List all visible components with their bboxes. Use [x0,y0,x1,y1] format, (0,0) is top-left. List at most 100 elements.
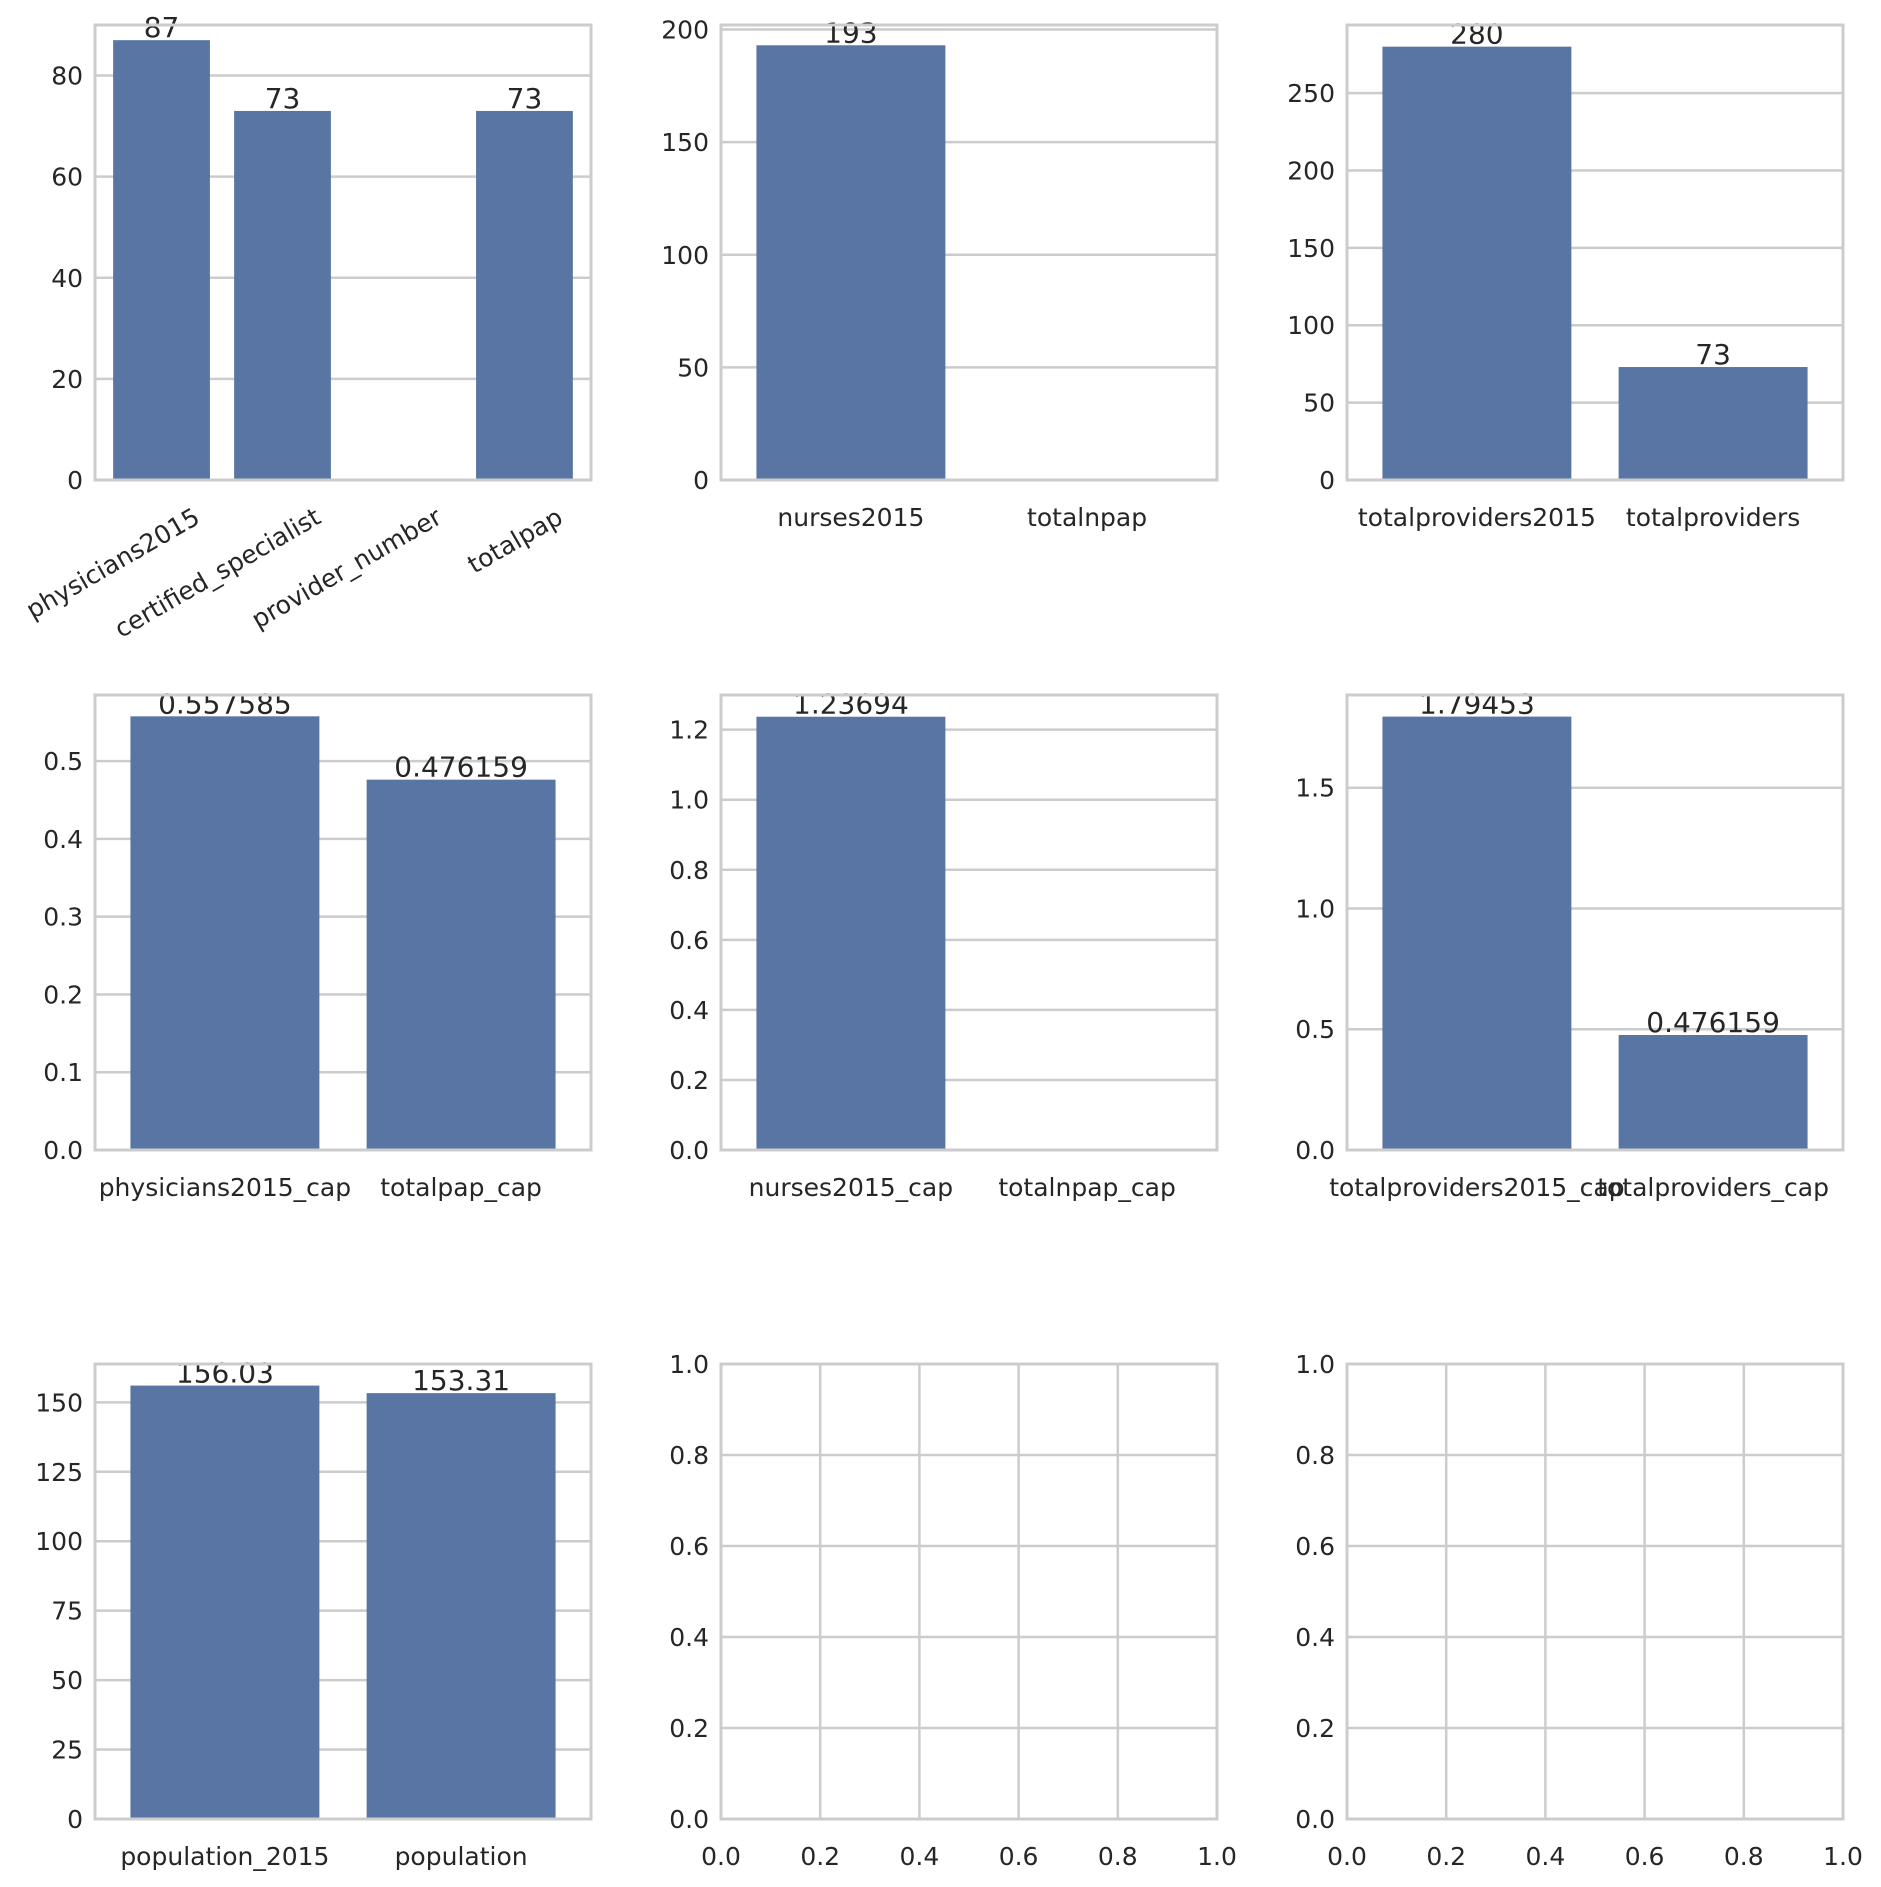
y-tick-label: 1.0 [1295,894,1335,923]
axes-frame [719,23,1219,482]
y-tick-label: 1.5 [1295,774,1335,803]
y-tick-label: 100 [1287,311,1335,340]
axes-frame [93,23,593,482]
axes-frame [1345,693,1845,1152]
x-tick-label: 0.6 [999,1842,1039,1871]
axes-frame [719,1362,1219,1821]
subplot-2: 0 50 100 150 200 193 nurses2015 totalnpap [661,16,1219,532]
y-tick-label: 250 [1287,79,1335,108]
x-tick-label: 0.4 [900,1842,940,1871]
y-tick-label: 50 [1303,389,1335,418]
data-label: 87 [144,11,180,44]
data-label: 156.03 [176,1357,274,1390]
bar-totalproviders2015_cap [1382,716,1572,1150]
y-tick-label: 0.0 [1295,1805,1335,1834]
y-tick-label: 0.6 [1295,1532,1335,1561]
x-tick-label: totalpap_cap [380,1173,542,1202]
y-tick-label: 0 [67,1805,83,1834]
bar-totalproviders [1618,367,1808,480]
x-tick-label: population_2015 [120,1842,329,1871]
y-tick-label: 40 [51,264,83,293]
y-tick-label: 150 [661,128,709,157]
x-tick-label: totalproviders_cap [1597,1173,1829,1202]
y-tick-label: 1.0 [669,1350,709,1379]
subplot-7: 0 25 50 75 100 125 150 156.03 population_2015 153… [35,1357,593,1871]
x-tick-label: totalnpap [1027,503,1147,532]
bar-totalpap [476,110,573,480]
y-tick-label: 0.2 [669,1714,709,1743]
data-label: 1.23694 [793,688,909,721]
axes-frame [93,693,593,1152]
y-tick-label: 75 [51,1597,83,1626]
y-tick-label: 0.4 [1295,1623,1335,1652]
y-tick-label: 0.0 [1295,1136,1335,1165]
y-tick-label: 50 [51,1666,83,1695]
y-tick-label: 0.6 [669,926,709,955]
y-tick-label: 150 [35,1388,83,1417]
data-label: 73 [265,82,301,115]
y-tick-label: 100 [35,1527,83,1556]
subplot-9: 0.0 0.2 0.4 0.6 0.8 1.0 0.0 0.2 0.4 0.6 0.8 1.0 [1295,1350,1863,1871]
y-tick-label: 50 [677,353,709,382]
data-label: 153.31 [412,1364,510,1397]
x-tick-label: 1.0 [1197,1842,1237,1871]
y-tick-label: 0.8 [669,856,709,885]
data-label: 73 [1695,338,1731,371]
y-tick-label: 0.5 [1295,1015,1335,1044]
y-tick-label: 0.0 [669,1805,709,1834]
x-tick-label: 0.6 [1625,1842,1665,1871]
bar-totalproviders2015 [1382,46,1572,481]
data-label: 0.476159 [394,751,528,784]
subplot-4: 0.0 0.1 0.2 0.3 0.4 0.5 0.557585 physicians2015… [43,687,593,1202]
y-tick-label: 150 [1287,234,1335,263]
bar-population_2015 [130,1385,320,1819]
y-tick-label: 0.2 [43,980,83,1009]
data-label: 0.557585 [158,687,292,720]
axes-frame [1345,23,1845,482]
subplot-5: 0.0 0.2 0.4 0.6 0.8 1.0 1.2 1.23694 nurses2015_c… [669,688,1219,1202]
y-tick-label: 100 [661,241,709,270]
y-tick-label: 0.0 [669,1136,709,1165]
data-label: 73 [507,82,543,115]
y-tick-label: 0.4 [669,996,709,1025]
x-tick-label: population [395,1842,528,1871]
y-tick-label: 1.2 [669,716,709,745]
y-tick-label: 125 [35,1458,83,1487]
y-tick-label: 0.8 [1295,1441,1335,1470]
x-tick-label: totalproviders2015 [1358,503,1596,532]
bar-nurses2015 [756,45,946,480]
x-tick-label: physicians2015_cap [99,1173,351,1202]
y-tick-label: 0.5 [43,747,83,776]
data-label: 193 [824,16,877,49]
y-tick-label: 60 [51,163,83,192]
x-tick-label: totalproviders2015_cap [1329,1173,1624,1202]
y-tick-label: 0.6 [669,1532,709,1561]
x-tick-label: 0.2 [800,1842,840,1871]
x-tick-label: totalnpap_cap [998,1173,1176,1202]
subplot-3: 0 50 100 150 200 250 280 totalproviders2015 73 to… [1287,18,1845,532]
y-tick-label: 1.0 [1295,1350,1335,1379]
y-tick-label: 0.0 [43,1136,83,1165]
axes-frame [93,1362,593,1821]
bar-totalpap_cap [366,779,556,1150]
x-tick-label: totalproviders [1626,503,1800,532]
x-tick-label: totalpap [463,502,568,579]
y-tick-label: 200 [661,16,709,45]
y-tick-label: 0.2 [669,1066,709,1095]
bar-population [366,1393,556,1819]
bar-physicians2015_cap [130,716,320,1150]
y-tick-label: 80 [51,62,83,91]
x-tick-label: 0.0 [1327,1842,1367,1871]
x-tick-label: nurses2015_cap [749,1173,953,1202]
y-tick-label: 0.2 [1295,1714,1335,1743]
y-tick-label: 20 [51,365,83,394]
subplot-8: 0.0 0.2 0.4 0.6 0.8 1.0 0.0 0.2 0.4 0.6 0.8 1.0 [669,1350,1237,1871]
y-tick-label: 0 [67,466,83,495]
y-tick-label: 0 [1319,466,1335,495]
y-tick-label: 0 [693,466,709,495]
y-tick-label: 25 [51,1736,83,1765]
x-tick-label: nurses2015 [777,503,924,532]
y-tick-label: 0.3 [43,903,83,932]
y-tick-label: 0.4 [669,1623,709,1652]
